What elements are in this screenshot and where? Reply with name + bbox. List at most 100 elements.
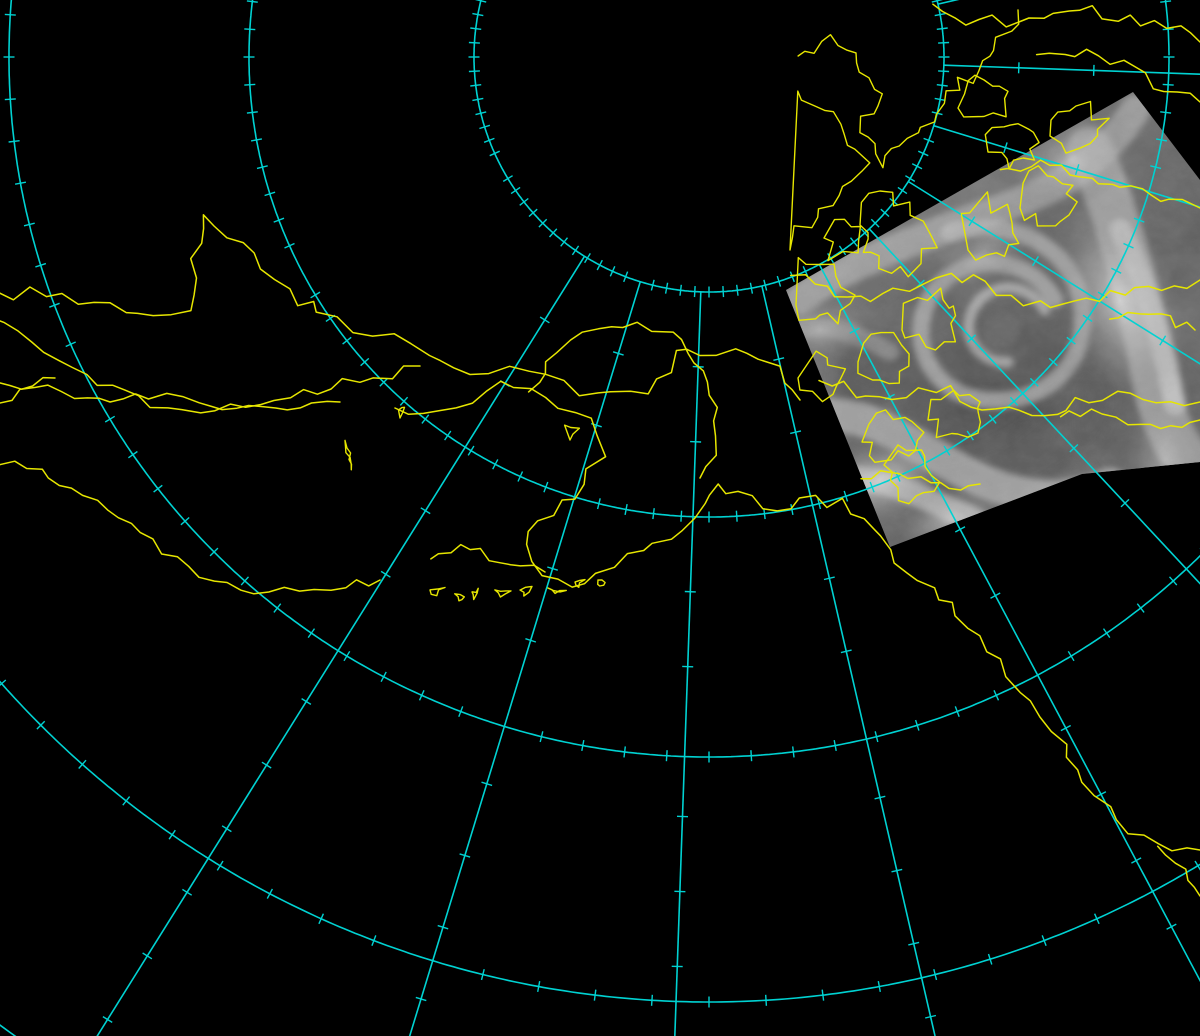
coastline-island-small-b <box>397 406 406 419</box>
coastline-greenland-north <box>932 3 1200 43</box>
latitude-tick <box>371 935 377 946</box>
meridian-tick <box>823 576 835 581</box>
coastline-caa-island-0 <box>797 9 1020 169</box>
meridian-tick <box>908 941 920 946</box>
latitude-tick <box>933 969 938 981</box>
latitude-tick <box>519 197 529 206</box>
meridian-tick <box>182 888 193 896</box>
latitude-tick <box>343 650 351 662</box>
latitude-tick <box>1150 165 1162 170</box>
coastline-caa-island-14 <box>957 74 1009 118</box>
latitude-tick <box>492 459 499 470</box>
latitude-tick <box>399 396 409 406</box>
latitude-tick <box>763 279 768 291</box>
coastline-bristol-bay <box>430 543 546 573</box>
latitude-tick <box>993 690 1000 701</box>
meridian-47 <box>868 228 1200 585</box>
latitude-tick <box>1093 913 1100 925</box>
latitude-tick <box>104 415 116 423</box>
latitude-tick <box>843 490 849 502</box>
coastline-aleutian-island-1 <box>454 593 465 602</box>
latitude-tick <box>379 377 389 387</box>
meridian-tick <box>539 316 550 324</box>
latitude-tick <box>1082 314 1093 322</box>
coastline-aleutian-island-4 <box>519 585 533 597</box>
latitude-tick <box>749 282 754 294</box>
latitude-tick <box>870 218 880 228</box>
latitude-tick <box>560 237 569 247</box>
latitude-tick <box>905 175 916 182</box>
latitude-tick <box>911 163 923 170</box>
latitude-tick <box>14 181 27 185</box>
meridian-tick <box>840 649 852 654</box>
latitude-tick <box>539 731 544 743</box>
latitude-tick <box>750 750 753 762</box>
coastline-caa-island-9 <box>984 123 1040 170</box>
latitude-tick <box>838 245 847 256</box>
latitude-tick <box>548 228 558 238</box>
latitude-tick <box>596 498 601 510</box>
latitude-tick <box>1067 650 1075 662</box>
latitude-tick <box>458 706 464 717</box>
latitude-tick <box>652 508 655 520</box>
meridian-tick <box>459 853 471 858</box>
latitude-tick <box>934 12 946 17</box>
latitude-tick <box>65 341 76 348</box>
coastline-hudson-bay-west <box>860 470 981 491</box>
latitude-tick <box>987 953 993 965</box>
latitude-tick <box>943 445 951 456</box>
latitude-tick <box>310 291 321 299</box>
latitude-tick <box>849 237 858 247</box>
coastline-caa-island-1 <box>789 90 871 251</box>
latitude-tick <box>470 84 482 87</box>
latitude-circle-80N <box>248 0 1170 518</box>
coastline-caa-island-13 <box>883 444 941 505</box>
meridian-tick <box>1095 791 1107 798</box>
latitude-tick <box>475 0 487 3</box>
coastline-alaska-north-slope <box>527 321 719 479</box>
meridian-tick <box>1120 498 1130 508</box>
coastline-caa-island-15 <box>823 218 862 262</box>
latitude-tick <box>936 84 948 87</box>
meridian-tick <box>773 357 785 361</box>
latitude-tick <box>1136 603 1145 613</box>
latitude-tick <box>273 217 285 223</box>
latitude-tick <box>693 286 696 298</box>
latitude-tick <box>821 989 825 1001</box>
latitude-tick <box>537 980 541 993</box>
latitude-tick <box>444 430 452 441</box>
coastline-island-small-c <box>563 424 581 441</box>
coastline-aleutian-island-5 <box>547 587 567 595</box>
latitude-tick <box>489 150 500 157</box>
latitude-tick <box>802 266 809 277</box>
meridian-tick <box>925 1014 937 1019</box>
latitude-tick <box>4 98 16 101</box>
coastline-canada-mainland-north <box>789 272 1200 309</box>
latitude-tick <box>168 829 176 840</box>
meridian-tick <box>849 327 860 334</box>
latitude-tick <box>264 191 276 197</box>
latitude-tick <box>216 860 224 871</box>
latitude-tick <box>833 739 837 752</box>
latitude-tick <box>78 759 87 769</box>
latitude-tick <box>1029 377 1039 387</box>
meridian-tick <box>1060 724 1072 732</box>
latitude-tick <box>877 980 881 993</box>
coastline-aleutian-island-0 <box>429 586 446 597</box>
latitude-tick <box>1123 242 1134 249</box>
latitude-tick <box>342 336 352 345</box>
meridian-tick <box>1074 164 1080 176</box>
meridian-107 <box>408 281 642 1036</box>
latitude-tick <box>571 245 580 256</box>
latitude-tick <box>284 242 295 249</box>
latitude-tick <box>468 70 480 73</box>
coastline-overlay[interactable] <box>0 3 1200 897</box>
meridian-tick <box>437 924 449 930</box>
latitude-tick <box>1111 267 1122 274</box>
latitude-tick <box>380 671 387 683</box>
latitude-tick <box>36 720 46 730</box>
